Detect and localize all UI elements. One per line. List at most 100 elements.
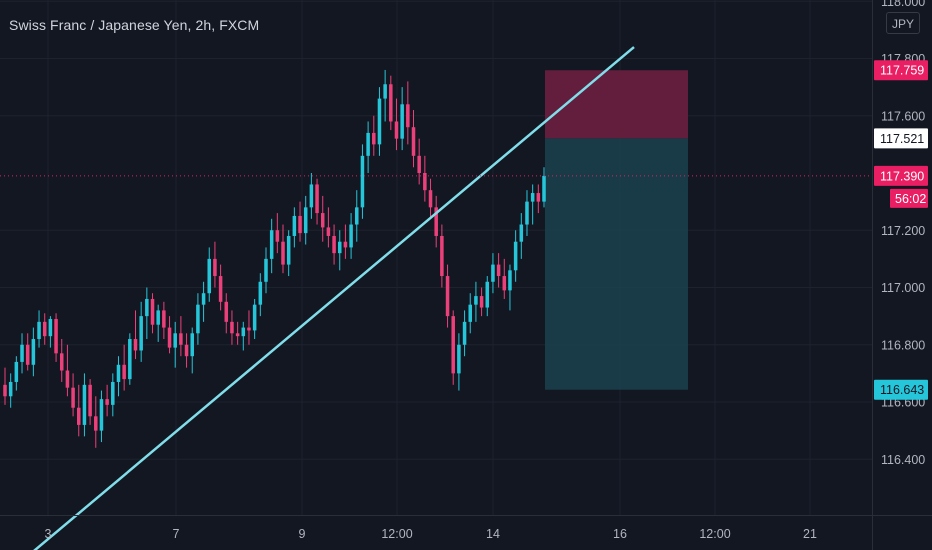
- countdown-label: 56:02: [895, 192, 926, 206]
- target-price-label: 116.643: [880, 383, 924, 397]
- x-tick-label: 7: [173, 527, 180, 541]
- candle-body: [366, 132, 370, 156]
- candle-body: [411, 127, 416, 156]
- candle-body: [309, 184, 314, 208]
- candle-body: [457, 344, 461, 374]
- candle-body: [315, 184, 319, 214]
- candle-body: [400, 104, 404, 139]
- candle-body: [218, 276, 223, 302]
- x-tick-label: 16: [613, 527, 627, 541]
- candle-body: [258, 281, 263, 305]
- y-tick-label: 117.000: [881, 281, 925, 295]
- candle-body: [355, 207, 359, 225]
- entry-price-label: 117.521: [880, 132, 924, 146]
- candle-body: [128, 339, 132, 380]
- candle-body: [76, 407, 81, 425]
- candle-body: [281, 241, 285, 265]
- candle-body: [383, 84, 387, 99]
- x-tick-label: 9: [299, 527, 306, 541]
- candle-body: [14, 361, 19, 382]
- x-tick-label: 14: [486, 527, 500, 541]
- candle-body: [360, 155, 365, 208]
- candle-body: [20, 344, 24, 362]
- candle-body: [337, 241, 342, 254]
- profit-target-zone: [545, 138, 688, 390]
- candle-body: [525, 201, 529, 225]
- candle-body: [139, 316, 143, 351]
- candle-body: [332, 235, 336, 254]
- candle-body: [496, 264, 501, 277]
- candle-body: [292, 215, 297, 236]
- candle-body: [264, 258, 268, 282]
- candle-body: [275, 230, 280, 242]
- candle-body: [434, 207, 438, 236]
- candle-body: [179, 333, 183, 345]
- x-tick-label: 12:00: [699, 527, 730, 541]
- candle-body: [479, 296, 484, 308]
- candle-body: [230, 321, 234, 334]
- stop-price-label-bg: [874, 60, 928, 81]
- candle-body: [173, 333, 177, 348]
- candle-body: [71, 387, 75, 408]
- candle-body: [54, 318, 58, 354]
- y-tick-label: 118.000: [881, 0, 925, 9]
- candle-body: [196, 304, 200, 334]
- candle-body: [247, 327, 251, 331]
- y-tick-label: 116.800: [881, 338, 925, 352]
- candle-body: [8, 381, 13, 397]
- candle-body: [99, 399, 104, 431]
- candle-body: [235, 333, 240, 337]
- candle-body: [485, 281, 490, 308]
- candle-body: [105, 399, 109, 405]
- candle-body: [417, 155, 421, 173]
- candle-body: [82, 384, 87, 425]
- candle-body: [423, 173, 427, 191]
- candle-body: [224, 301, 229, 322]
- candle-body: [201, 293, 206, 305]
- candle-body: [241, 327, 246, 337]
- stop-price-label: 117.759: [880, 64, 924, 78]
- last-price-label: 117.390: [880, 169, 924, 183]
- candle-body: [3, 384, 7, 397]
- currency-button[interactable]: JPY: [886, 12, 920, 34]
- candle-body: [536, 193, 541, 202]
- candle-body: [445, 276, 450, 317]
- entry-price-label-bg: [874, 128, 928, 149]
- chart-title: Swiss Franc / Japanese Yen, 2h, FXCM: [9, 17, 260, 33]
- y-tick-label: 117.200: [881, 224, 925, 238]
- candle-body: [468, 304, 473, 322]
- candle-body: [184, 344, 189, 357]
- candle-body: [150, 298, 155, 325]
- candle-body: [286, 235, 291, 265]
- candle-body: [377, 98, 382, 145]
- candle-body: [462, 321, 467, 345]
- candle-body: [88, 384, 92, 417]
- candle-body: [451, 316, 455, 374]
- candle-body: [48, 318, 53, 337]
- y-tick-label: 117.600: [881, 109, 925, 123]
- candle-body: [190, 333, 194, 357]
- candle-body: [25, 344, 30, 365]
- x-tick-label: 21: [803, 527, 817, 541]
- candle-body: [542, 175, 546, 202]
- candle-body: [31, 339, 36, 365]
- candle-body: [42, 321, 47, 337]
- y-tick-label: 116.400: [881, 453, 925, 467]
- candle-body: [167, 327, 172, 348]
- candle-body: [145, 298, 149, 317]
- candle-body: [530, 193, 535, 202]
- candle-body: [394, 121, 399, 139]
- candle-body: [116, 364, 121, 382]
- candle-body: [122, 364, 126, 380]
- candle-body: [349, 224, 353, 248]
- candle-body: [440, 235, 444, 277]
- candle-body: [156, 310, 160, 325]
- candle-body: [111, 381, 115, 405]
- candle-body: [162, 310, 166, 328]
- countdown-label-bg: [890, 188, 928, 208]
- candle-body: [406, 104, 410, 128]
- x-tick-label: 12:00: [381, 527, 412, 541]
- candle-body: [372, 132, 376, 145]
